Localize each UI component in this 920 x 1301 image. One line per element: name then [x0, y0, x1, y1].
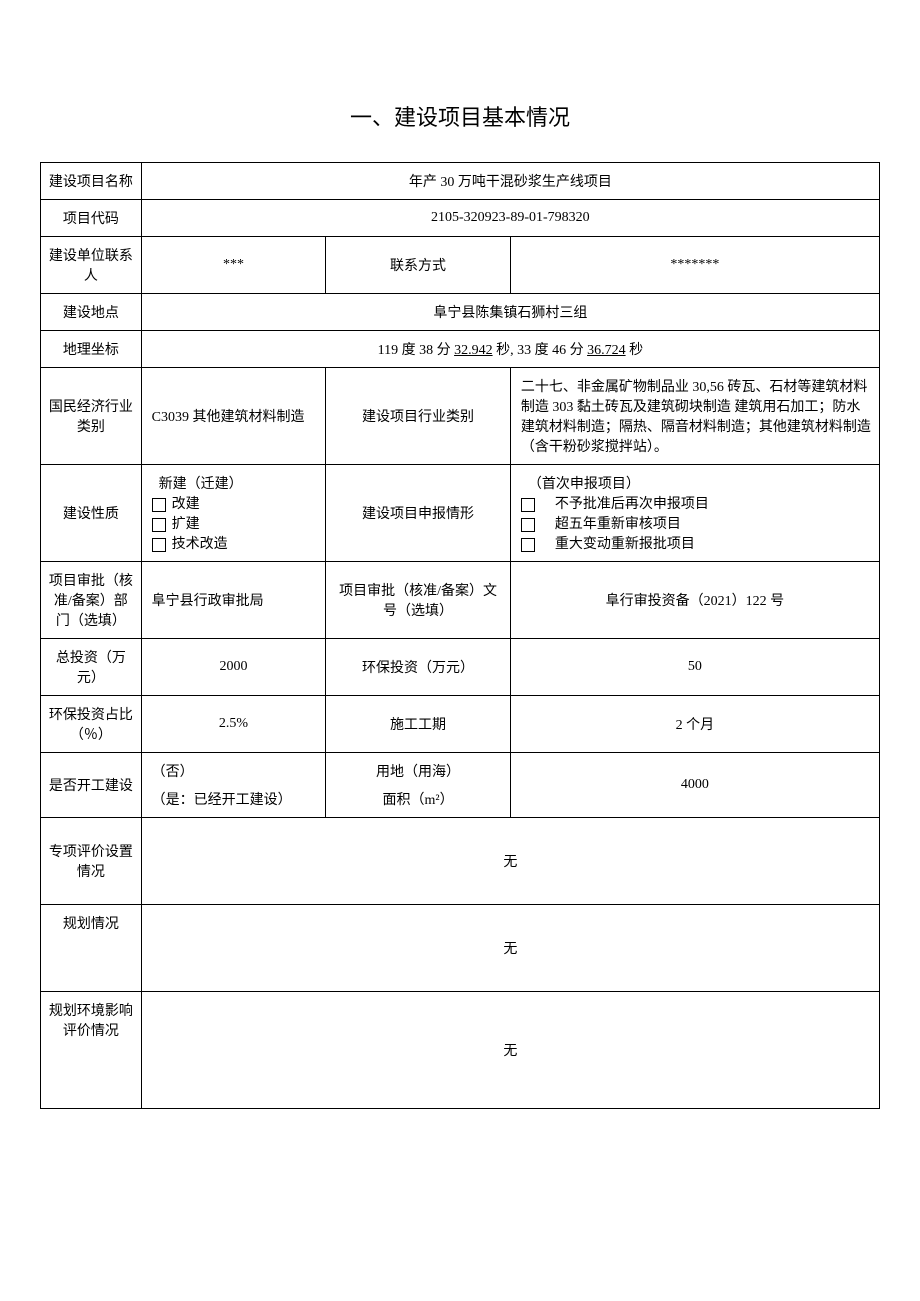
- checkbox-icon: [521, 538, 535, 552]
- value-env-ratio: 2.5%: [141, 696, 326, 753]
- label-declare-situation: 建设项目申报情形: [326, 465, 511, 562]
- label-planning-env: 规划环境影响评价情况: [41, 992, 142, 1109]
- value-coords: 119 度 38 分 32.942 秒, 33 度 46 分 36.724 秒: [141, 331, 879, 368]
- label-industry-cat: 国民经济行业类别: [41, 368, 142, 465]
- value-approval-dept: 阜宁县行政审批局: [141, 562, 326, 639]
- label-land-area: 用地（用海） 面积（m²）: [326, 753, 511, 818]
- value-industry-cat: C3039 其他建筑材料制造: [141, 368, 326, 465]
- label-contact-method: 联系方式: [326, 237, 511, 294]
- checkbox-icon: [152, 498, 166, 512]
- value-planning-env: 无: [141, 992, 879, 1109]
- declare-reject: 不予批准后再次申报项目: [555, 497, 709, 512]
- value-planning: 无: [141, 905, 879, 992]
- page-title: 一、建设项目基本情况: [40, 100, 880, 132]
- label-started: 是否开工建设: [41, 753, 142, 818]
- nature-tech: 技术改造: [172, 537, 228, 552]
- coords-u2: 36.724: [587, 343, 626, 358]
- value-declare-situation: （首次申报项目） 不予批准后再次申报项目 超五年重新审核项目 重大变动重新报批项…: [510, 465, 879, 562]
- coords-post: 秒: [626, 343, 644, 358]
- label-project-industry: 建设项目行业类别: [326, 368, 511, 465]
- label-env-ratio: 环保投资占比（％）: [41, 696, 142, 753]
- label-total-invest: 总投资（万元）: [41, 639, 142, 696]
- label-duration: 施工工期: [326, 696, 511, 753]
- label-location: 建设地点: [41, 294, 142, 331]
- value-project-name: 年产 30 万吨干混砂浆生产线项目: [141, 163, 879, 200]
- label-project-name: 建设项目名称: [41, 163, 142, 200]
- label-approval-no: 项目审批（核准/备案）文号（选填）: [326, 562, 511, 639]
- label-approval-dept: 项目审批（核准/备案）部门（选填）: [41, 562, 142, 639]
- label-build-nature: 建设性质: [41, 465, 142, 562]
- coords-m2: 秒, 33 度 46 分: [493, 343, 588, 358]
- nature-new: 新建（迁建）: [159, 477, 243, 492]
- declare-major: 重大变动重新报批项目: [555, 537, 695, 552]
- coords-u1: 32.942: [454, 343, 493, 358]
- value-env-invest: 50: [510, 639, 879, 696]
- checkbox-icon: [152, 518, 166, 532]
- coords-pre: 119 度 38 分: [378, 343, 454, 358]
- started-no: （否）: [152, 761, 320, 781]
- value-project-code: 2105-320923-89-01-798320: [141, 200, 879, 237]
- label-project-code: 项目代码: [41, 200, 142, 237]
- value-approval-no: 阜行审投资备（2021）122 号: [510, 562, 879, 639]
- label-planning: 规划情况: [41, 905, 142, 992]
- land-area-l2: 面积（m²）: [332, 789, 504, 809]
- value-special-eval: 无: [141, 818, 879, 905]
- declare-first: （首次申报项目）: [528, 477, 640, 492]
- value-location: 阜宁县陈集镇石狮村三组: [141, 294, 879, 331]
- started-yes: （是：已经开工建设）: [152, 789, 320, 809]
- value-land-area: 4000: [510, 753, 879, 818]
- checkbox-icon: [521, 498, 535, 512]
- value-build-nature: 新建（迁建） 改建 扩建 技术改造: [141, 465, 326, 562]
- checkbox-icon: [521, 518, 535, 532]
- value-contact-method: *******: [510, 237, 879, 294]
- declare-over5: 超五年重新审核项目: [555, 517, 681, 532]
- label-coords: 地理坐标: [41, 331, 142, 368]
- land-area-l1: 用地（用海）: [332, 761, 504, 781]
- nature-rebuild: 改建: [172, 497, 200, 512]
- label-env-invest: 环保投资（万元）: [326, 639, 511, 696]
- label-special-eval: 专项评价设置情况: [41, 818, 142, 905]
- project-info-table: 建设项目名称 年产 30 万吨干混砂浆生产线项目 项目代码 2105-32092…: [40, 162, 880, 1109]
- nature-expand: 扩建: [172, 517, 200, 532]
- label-contact-person: 建设单位联系人: [41, 237, 142, 294]
- value-contact-person: ***: [141, 237, 326, 294]
- value-project-industry: 二十七、非金属矿物制品业 30,56 砖瓦、石材等建筑材料制造 303 黏土砖瓦…: [510, 368, 879, 465]
- checkbox-icon: [152, 538, 166, 552]
- value-total-invest: 2000: [141, 639, 326, 696]
- value-started: （否） （是：已经开工建设）: [141, 753, 326, 818]
- value-duration: 2 个月: [510, 696, 879, 753]
